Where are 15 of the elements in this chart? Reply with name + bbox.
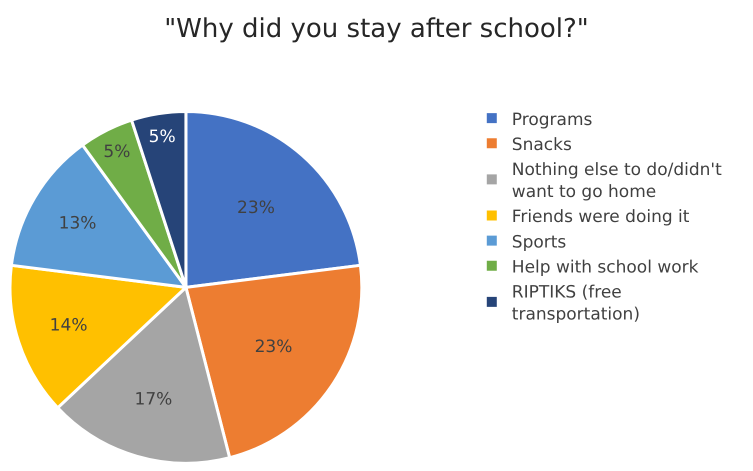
legend-label: Help with school work (512, 257, 699, 278)
data-label: 5% (103, 142, 130, 162)
data-label: 17% (134, 389, 172, 410)
legend-label: Snacks (512, 134, 572, 155)
data-label: 13% (58, 213, 96, 234)
legend-label: Friends were doing it (512, 207, 690, 228)
data-label: 5% (148, 127, 176, 148)
legend-label: Nothing else to do/didn't want to go home (512, 160, 722, 202)
chart-title: "Why did you stay after school?" (164, 14, 589, 44)
legend-label: RIPTIKS (free transportation) (512, 282, 640, 325)
legend-label: Sports (512, 232, 566, 252)
data-label: 14% (50, 315, 88, 336)
legend-label: Programs (512, 110, 593, 130)
data-label: 23% (237, 198, 275, 218)
data-label: 23% (254, 336, 292, 357)
